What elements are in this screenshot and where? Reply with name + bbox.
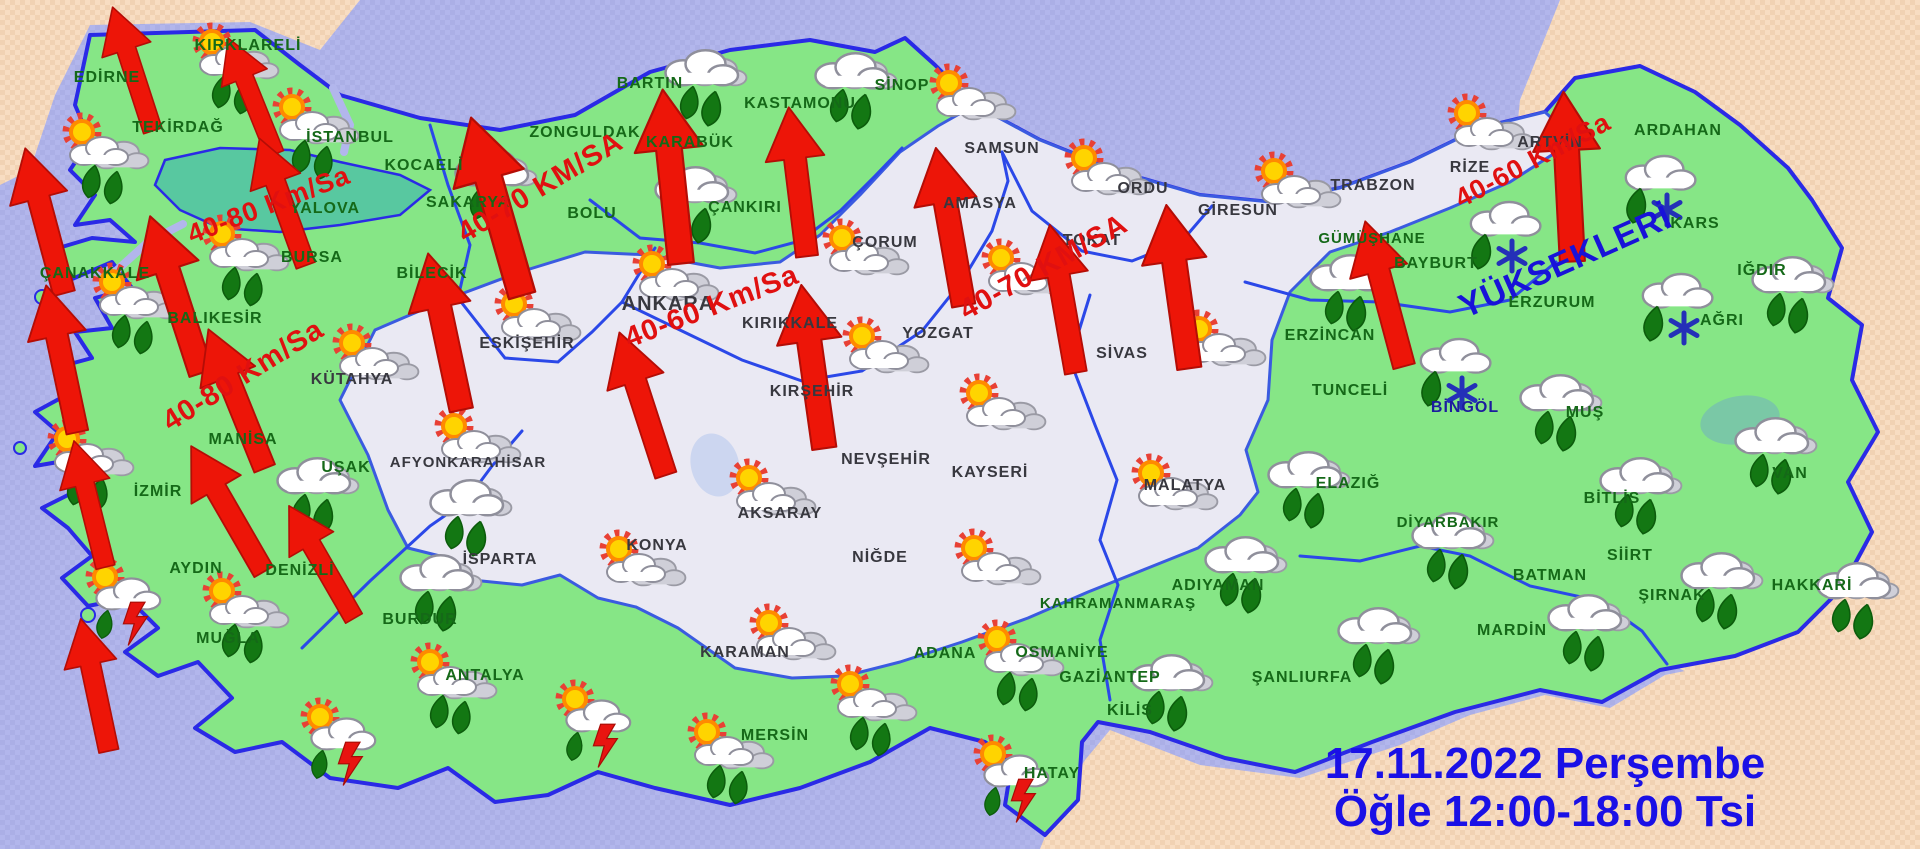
city-label-kir-ehi-r: KIRŞEHİR — [770, 382, 854, 400]
city-label-i-zmi-r: İZMİR — [134, 482, 183, 500]
city-label-si-i-rt: SİİRT — [1607, 546, 1653, 564]
city-label-adana: ADANA — [914, 645, 977, 662]
city-label-i-sparta: İSPARTA — [463, 550, 538, 568]
city-label-mu-la: MUĞLA — [196, 628, 260, 647]
city-label-hakkari: HAKKARİ — [1772, 576, 1853, 594]
city-label-irnak: ŞIRNAK — [1638, 587, 1705, 604]
city-label-erzurum: ERZURUM — [1509, 294, 1596, 311]
city-label-bartin: BARTIN — [617, 75, 683, 92]
city-label-ki-li-s: KİLİS — [1107, 701, 1153, 719]
city-label-trabzon: TRABZON — [1330, 177, 1415, 194]
city-label-gazi-antep: GAZİANTEP — [1059, 668, 1160, 686]
city-label-ri-ze: RİZE — [1450, 158, 1490, 176]
city-label-bursa: BURSA — [281, 249, 343, 266]
city-label-deni-zli: DENİZLİ — [265, 561, 334, 579]
city-label-k-tahya: KÜTAHYA — [311, 369, 394, 388]
city-label-u-ak: UŞAK — [321, 459, 370, 476]
city-label-mersi-n: MERSİN — [741, 726, 809, 744]
city-label-gi-resun: GİRESUN — [1198, 201, 1278, 219]
city-label-g-m-hane: GÜMÜŞHANE — [1318, 230, 1425, 247]
city-label-bi-ng-l: BİNGÖL — [1431, 397, 1499, 416]
city-label-a-ri: AĞRI — [1700, 310, 1744, 329]
forecast-date-caption: 17.11.2022 Perşembe Öğle 12:00-18:00 Tsi — [1180, 740, 1910, 836]
city-label-nev-ehi-r: NEVŞEHİR — [841, 450, 931, 468]
city-label-di-yarbakir: DİYARBAKIR — [1397, 514, 1500, 531]
city-label-kars: KARS — [1670, 215, 1719, 232]
city-label-orum: ÇORUM — [852, 234, 917, 251]
city-label-tunceli: TUNCELİ — [1312, 381, 1388, 399]
aegean-island — [13, 441, 27, 455]
city-label-zonguldak: ZONGULDAK — [529, 124, 640, 141]
forecast-date: 17.11.2022 Perşembe — [1324, 739, 1766, 788]
city-label-tokat: TOKAT — [1063, 232, 1122, 249]
city-label-aydin: AYDIN — [169, 560, 222, 577]
city-label-sakarya: SAKARYA — [426, 194, 510, 211]
city-label-konya: KONYA — [626, 537, 687, 554]
city-label-malatya: MALATYA — [1144, 477, 1227, 494]
city-label-kirikkale: KIRIKKALE — [742, 315, 838, 332]
city-label-balikesi-r: BALIKESİR — [167, 309, 262, 327]
city-label-artvi-n: ARTVİN — [1517, 133, 1583, 151]
city-label-ni-de: NİĞDE — [852, 547, 908, 566]
marmara-sea — [153, 146, 433, 234]
city-label-bi-tli-s: BİTLİS — [1584, 489, 1641, 507]
city-label-karab-k: KARABÜK — [646, 132, 734, 151]
city-label-i-dir: IĞDIR — [1737, 260, 1786, 279]
city-label-ordu: ORDU — [1117, 180, 1168, 197]
city-label-ardahan: ARDAHAN — [1634, 122, 1722, 139]
city-label-si-vas: SİVAS — [1096, 344, 1148, 362]
city-label-eski-ehi-r: ESKİŞEHİR — [479, 334, 574, 352]
city-label-antalya: ANTALYA — [445, 667, 524, 684]
city-label-bolu: BOLU — [567, 205, 616, 222]
city-label-anakkale: ÇANAKKALE — [40, 265, 150, 282]
city-label-karaman: KARAMAN — [700, 644, 790, 661]
city-label-kahramanmara: KAHRAMANMARAŞ — [1040, 595, 1196, 612]
city-label-kayseri: KAYSERİ — [952, 463, 1029, 481]
forecast-period: Öğle 12:00-18:00 Tsi — [1333, 787, 1757, 836]
city-label-mu: MUŞ — [1566, 404, 1605, 421]
city-label-van: VAN — [1772, 465, 1808, 482]
city-label-amasya: AMASYA — [943, 195, 1017, 212]
city-label-yalova: YALOVA — [290, 200, 360, 217]
city-label-i-stanbul: İSTANBUL — [306, 128, 394, 146]
land-balkans — [0, 0, 360, 185]
city-label-mardi-n: MARDİN — [1477, 621, 1547, 639]
city-label-kastamonu: KASTAMONU — [744, 95, 856, 112]
city-label-kirklareli: KIRKLARELİ — [195, 36, 302, 54]
land-syria-iraq — [1040, 560, 1920, 849]
city-label-mani-sa: MANİSA — [208, 430, 277, 448]
city-label-burdur: BURDUR — [382, 611, 457, 628]
city-label-erzi-ncan: ERZİNCAN — [1285, 326, 1376, 344]
lake-tuz — [690, 433, 740, 497]
city-label-afyonkarahi-sar: AFYONKARAHİSAR — [390, 454, 547, 471]
city-label-hatay: HATAY — [1024, 765, 1080, 782]
city-label-yozgat: YOZGAT — [902, 325, 973, 342]
city-label-anliurfa: ŞANLIURFA — [1252, 669, 1353, 686]
city-label-samsun: SAMSUN — [964, 140, 1039, 157]
city-label-teki-rda: TEKİRDAĞ — [132, 117, 224, 136]
aegean-island — [80, 607, 96, 623]
city-label-ankara: ANKARA — [622, 293, 715, 315]
dry-region-central-anatolia — [338, 103, 1577, 680]
city-labels-layer: EDİRNE KIRKLARELİ TEKİRDAĞ İSTANBUL KOCAELİ S… — [40, 36, 1853, 782]
city-label-osmani-ye: OSMANİYE — [1015, 643, 1108, 661]
city-label-elazi: ELAZIĞ — [1316, 473, 1381, 492]
city-label-edi-rne: EDİRNE — [74, 68, 140, 86]
city-label-si-nop: SİNOP — [875, 76, 930, 94]
city-label-batman: BATMAN — [1513, 567, 1587, 584]
city-label-bi-leci-k: BİLECİK — [397, 264, 468, 282]
city-label-adiyaman: ADIYAMAN — [1172, 577, 1265, 594]
city-label-aksaray: AKSARAY — [738, 505, 823, 522]
city-label-kocaeli: KOCAELİ — [385, 156, 464, 174]
city-label-ankiri: ÇANKIRI — [708, 199, 782, 216]
city-label-bayburt: BAYBURT — [1394, 255, 1478, 272]
